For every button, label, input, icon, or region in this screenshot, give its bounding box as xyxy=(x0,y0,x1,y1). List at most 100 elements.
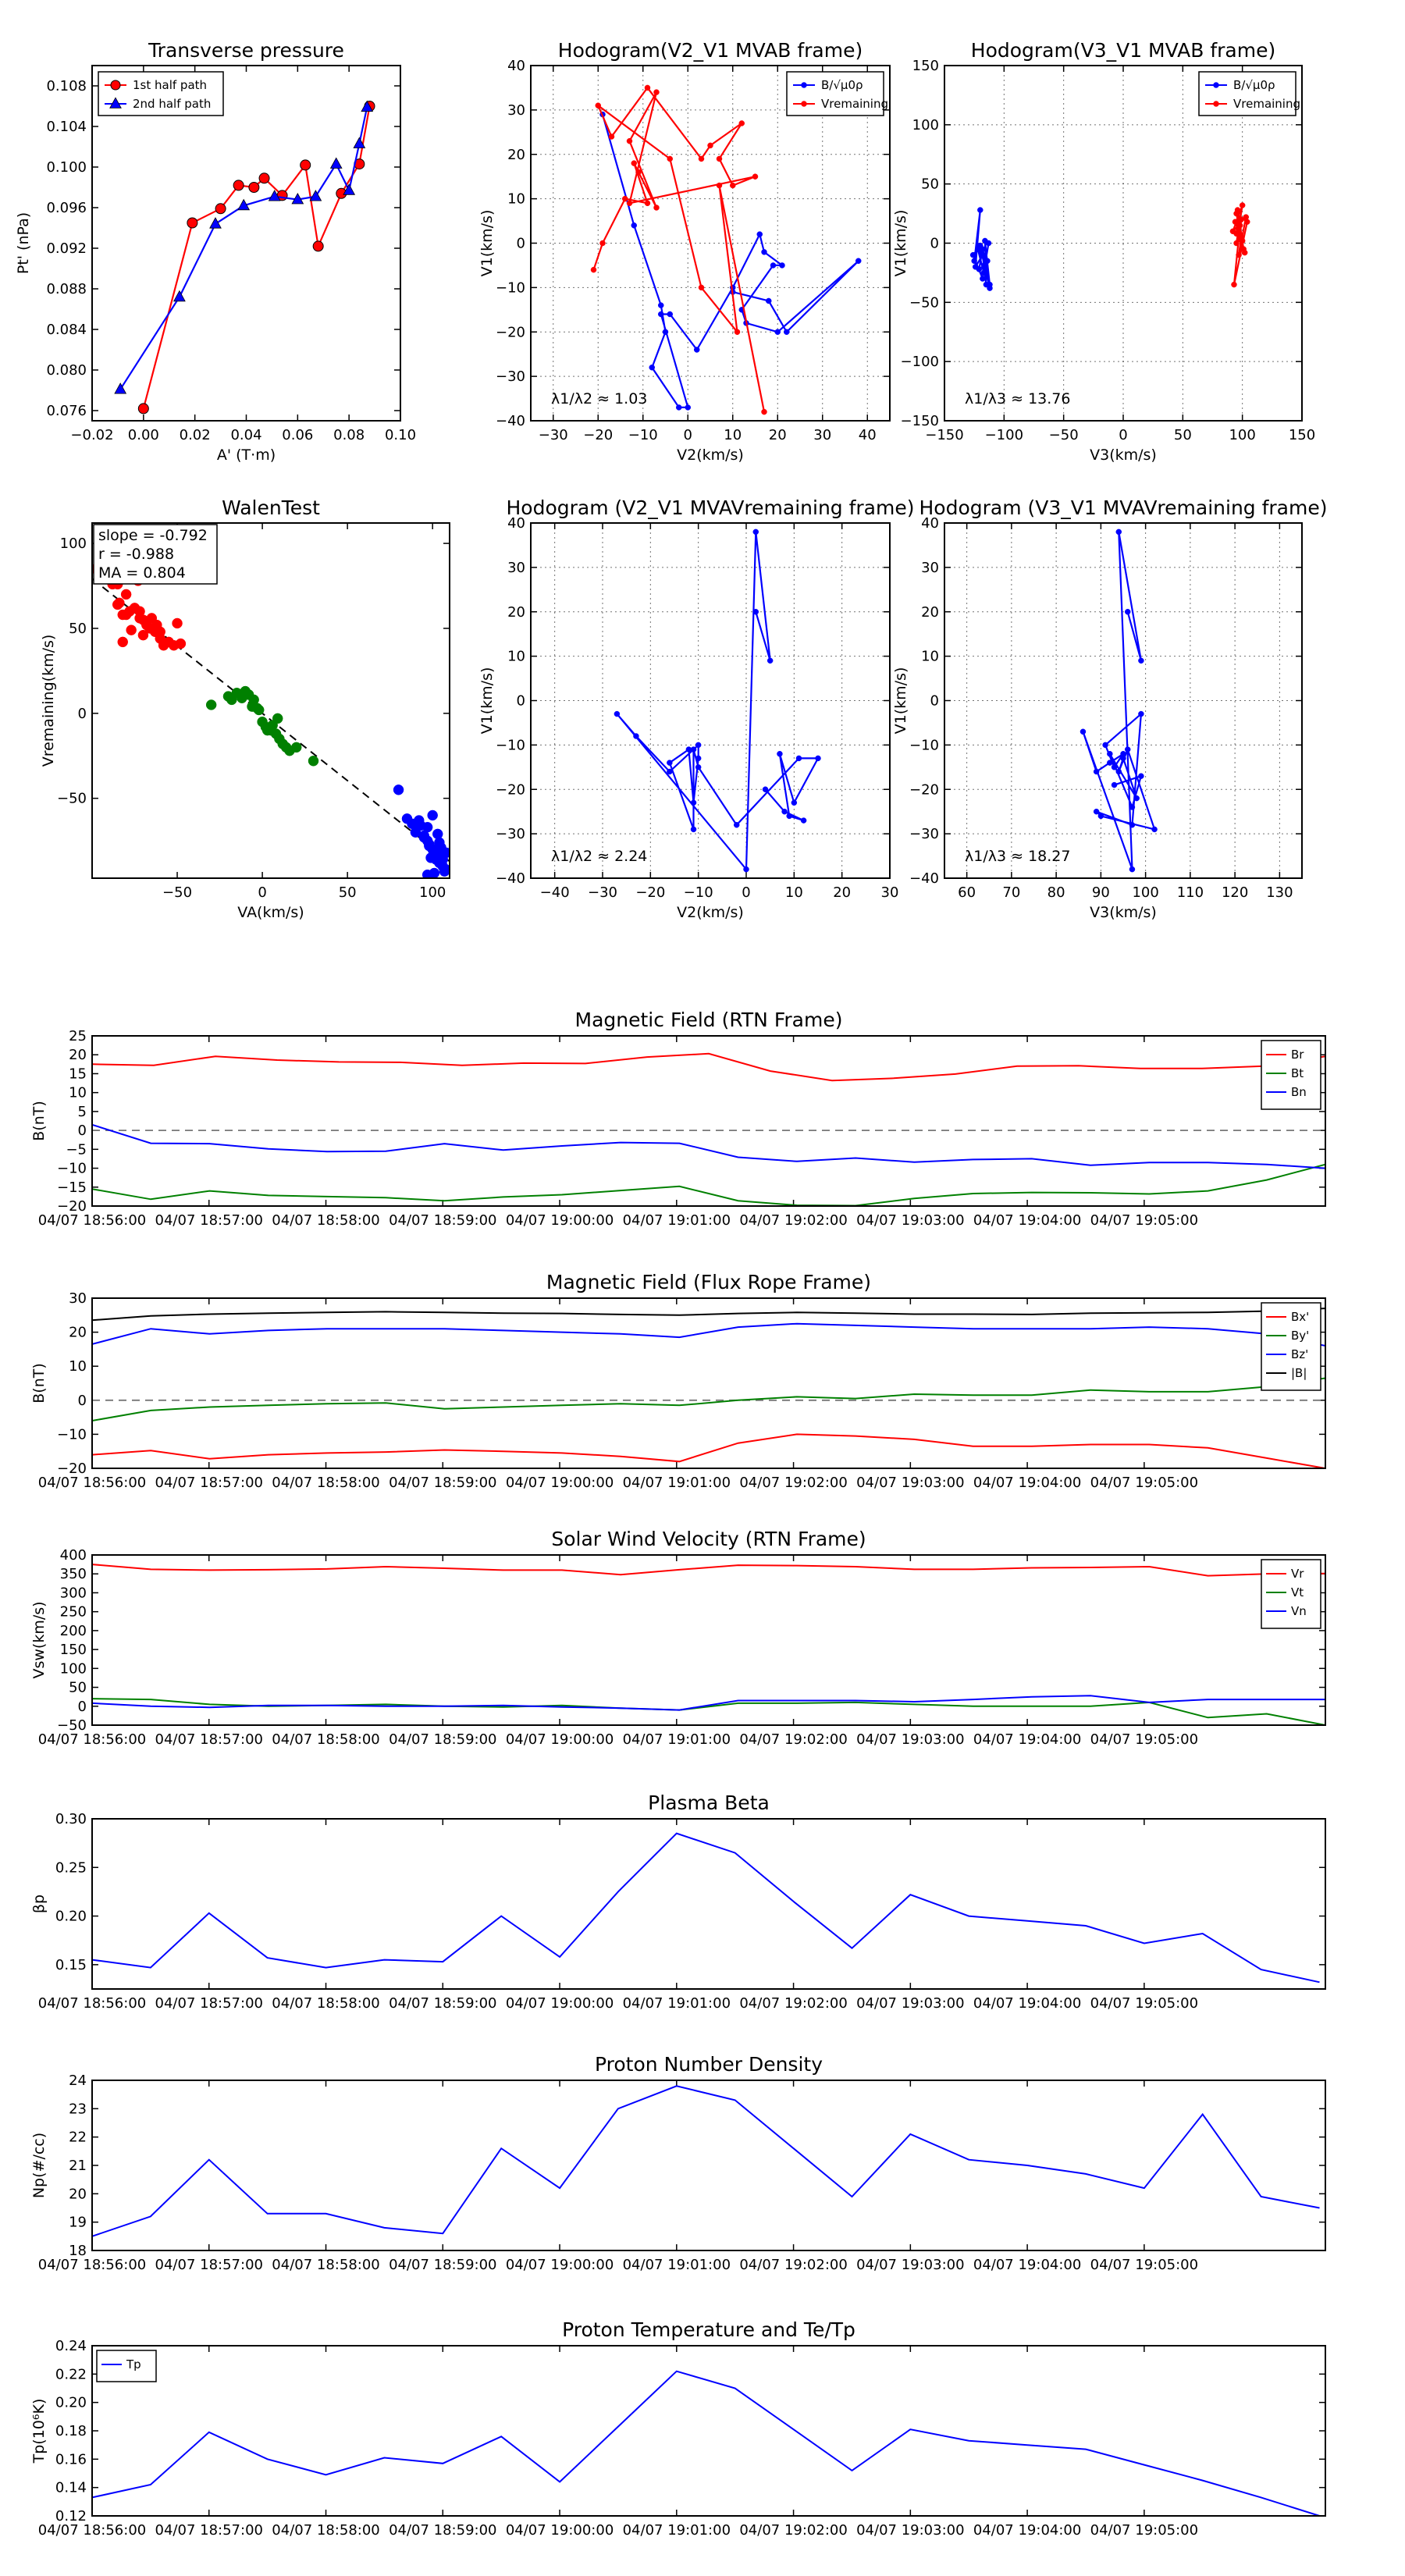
data-point xyxy=(1239,202,1246,208)
y-tick-label: −30 xyxy=(496,368,525,385)
x-tick-label: 0 xyxy=(1119,427,1127,443)
x-tick-label: 04/07 18:59:00 xyxy=(389,1995,496,2012)
x-tick-label: −20 xyxy=(583,427,613,443)
y-tick-label: 0 xyxy=(517,693,525,710)
data-point xyxy=(734,329,741,335)
y-axis-label: V1(km/s) xyxy=(892,210,909,277)
data-point xyxy=(290,742,302,753)
data-point xyxy=(1120,755,1126,762)
y-tick-label: 10 xyxy=(921,649,939,665)
data-point xyxy=(1138,773,1144,779)
y-tick-label: 0.104 xyxy=(46,119,87,135)
data-point xyxy=(626,137,633,144)
data-point xyxy=(694,347,700,353)
plot-area xyxy=(590,84,862,415)
x-tick-label: 04/07 19:02:00 xyxy=(739,1731,847,1748)
x-tick-label: 04/07 19:02:00 xyxy=(739,1995,847,2012)
y-tick-label: 5 xyxy=(78,1104,87,1120)
y-tick-label: −10 xyxy=(496,279,525,296)
y-tick-label: −20 xyxy=(57,1198,87,1215)
data-point xyxy=(784,329,790,335)
x-tick-label: 20 xyxy=(833,884,851,901)
panel-hodo_mvav_v3v1: 60 70 80 90 100 110 120 130 −40 −30 −20 −10 0 10 20 30 4… xyxy=(892,496,1328,921)
data-point xyxy=(353,137,366,148)
x-tick-label: 04/07 19:02:00 xyxy=(739,2522,847,2539)
stats-frame xyxy=(93,524,218,585)
x-tick-label: 04/07 19:02:00 xyxy=(739,1475,847,1491)
y-tick-label: 21 xyxy=(69,2158,87,2174)
chart-title: Hodogram(V2_V1 MVAB frame) xyxy=(558,39,863,62)
x-tick-label: 04/07 18:56:00 xyxy=(38,1212,146,1229)
data-point xyxy=(644,200,651,207)
data-point xyxy=(695,742,702,749)
y-tick-label: 0 xyxy=(78,1699,87,1715)
data-point xyxy=(761,249,767,255)
series-line-B xyxy=(616,532,820,872)
data-point xyxy=(980,269,987,276)
data-point xyxy=(1129,822,1136,828)
data-point xyxy=(329,157,343,169)
panel-hodo_v2v1: −30 −20 −10 0 10 20 30 40 −40 −30 −20 −10 0 10 20 30 40 H… xyxy=(478,39,891,464)
y-tick-label: 40 xyxy=(921,515,939,532)
x-tick-label: 20 xyxy=(769,427,787,443)
plot-frame xyxy=(91,1035,1326,1207)
plot-area xyxy=(92,2370,1320,2516)
data-point xyxy=(752,609,759,615)
data-point xyxy=(977,207,984,213)
series-line-Bn xyxy=(92,1123,1325,1169)
x-tick-label: −30 xyxy=(539,427,568,443)
legend-label-1: Vremaining xyxy=(821,97,888,111)
plot-frame xyxy=(944,65,1303,422)
plot-area xyxy=(92,1052,1325,1206)
x-tick-label: −50 xyxy=(1049,427,1079,443)
x-tick-label: 10 xyxy=(724,427,742,443)
chart-title: Magnetic Field (RTN Frame) xyxy=(575,1009,843,1031)
series-line-2nd half path xyxy=(119,107,368,390)
x-tick-label: 04/07 19:00:00 xyxy=(506,1995,614,2012)
eigen-ratio-note: λ1/λ2 ≈ 1.03 xyxy=(551,390,647,407)
y-tick-label: 22 xyxy=(69,2129,87,2146)
x-tick-label: 130 xyxy=(1266,884,1293,901)
data-point xyxy=(777,751,783,757)
x-tick-label: 04/07 18:59:00 xyxy=(389,1475,496,1491)
y-axis-label: Vremaining(km/s) xyxy=(40,635,57,767)
x-tick-label: 80 xyxy=(1048,884,1065,901)
y-tick-label: 300 xyxy=(60,1585,87,1601)
plot-frame xyxy=(530,522,891,879)
panel-hodo_v3v1: −150 −100 −50 0 50 100 150 −150 −100 −50 0 50 100 150… xyxy=(892,39,1315,464)
stat-ma: MA = 0.804 xyxy=(98,564,186,582)
legend-box xyxy=(1261,1559,1321,1629)
y-axis-label: V1(km/s) xyxy=(478,210,496,277)
data-point xyxy=(1236,226,1242,233)
y-tick-label: 0.22 xyxy=(55,2366,87,2382)
data-point xyxy=(978,249,985,256)
data-point xyxy=(786,813,792,820)
data-point xyxy=(1115,528,1122,535)
data-point xyxy=(774,329,781,335)
y-tick-label: 0.30 xyxy=(55,1811,87,1827)
y-tick-label: −50 xyxy=(57,791,87,807)
x-tick-label: 0.02 xyxy=(180,427,211,443)
data-point xyxy=(233,180,244,191)
data-point xyxy=(752,528,759,535)
legend-label-0: Tp xyxy=(126,2357,141,2371)
data-point xyxy=(1239,237,1246,244)
data-point xyxy=(440,864,450,875)
series-line-Vremaining xyxy=(592,86,766,412)
y-tick-label: 0.12 xyxy=(55,2508,87,2524)
legend-label-0: B/√μ0ρ xyxy=(1233,78,1275,92)
legend-label-0: 1st half path xyxy=(133,78,207,92)
data-point xyxy=(690,799,697,806)
x-tick-label: 120 xyxy=(1222,884,1248,901)
data-point xyxy=(662,329,669,335)
data-point xyxy=(1093,808,1100,815)
legend-marker xyxy=(801,101,807,107)
x-tick-label: 0.04 xyxy=(230,427,261,443)
data-point xyxy=(427,809,438,821)
data-point xyxy=(432,828,443,840)
data-point xyxy=(767,657,774,664)
x-tick-label: 04/07 19:03:00 xyxy=(856,2522,964,2539)
data-point xyxy=(658,311,664,318)
legend-marker xyxy=(1213,101,1219,107)
data-point xyxy=(631,160,637,166)
